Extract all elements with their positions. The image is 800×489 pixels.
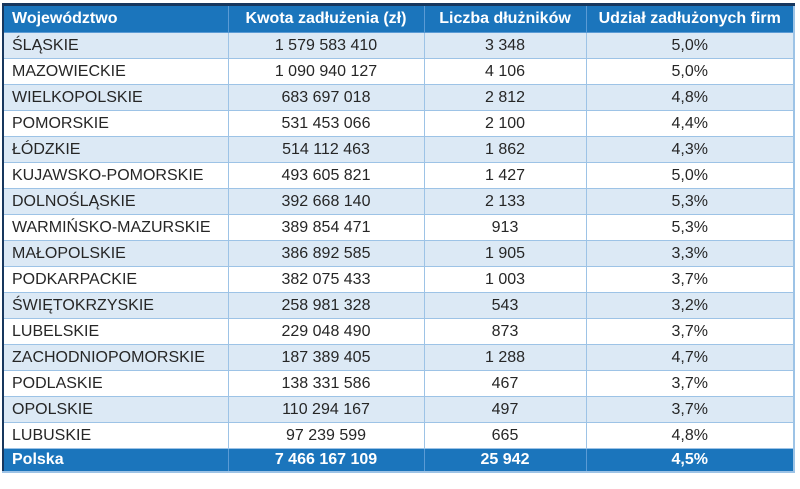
- share-cell: 5,0%: [585, 58, 795, 85]
- debt-cell: 1 579 583 410: [227, 32, 425, 59]
- region-cell: MAZOWIECKIE: [2, 58, 229, 85]
- debt-cell: 1 090 940 127: [227, 58, 425, 85]
- debtors-cell: 665: [423, 422, 587, 449]
- debtors-cell: 2 133: [423, 188, 587, 215]
- debtors-cell: 913: [423, 214, 587, 241]
- table-row: ŚLĄSKIE 1 579 583 410 3 348 5,0%: [2, 32, 795, 59]
- region-cell: WARMIŃSKO-MAZURSKIE: [2, 214, 229, 241]
- total-debt-cell: 7 466 167 109: [227, 448, 425, 472]
- region-cell: DOLNOŚLĄSKIE: [2, 188, 229, 215]
- region-cell: OPOLSKIE: [2, 396, 229, 423]
- table-row: OPOLSKIE 110 294 167 497 3,7%: [2, 396, 795, 423]
- table-footer: Polska 7 466 167 109 25 942 4,5%: [2, 448, 795, 472]
- share-cell: 4,8%: [585, 84, 795, 111]
- debt-cell: 187 389 405: [227, 344, 425, 371]
- debtors-cell: 543: [423, 292, 587, 319]
- debtors-cell: 2 100: [423, 110, 587, 137]
- region-cell: LUBELSKIE: [2, 318, 229, 345]
- debt-cell: 229 048 490: [227, 318, 425, 345]
- debtors-cell: 1 862: [423, 136, 587, 163]
- table-row: ŚWIĘTOKRZYSKIE 258 981 328 543 3,2%: [2, 292, 795, 319]
- table-row: ŁÓDZKIE 514 112 463 1 862 4,3%: [2, 136, 795, 163]
- region-cell: ŚLĄSKIE: [2, 32, 229, 59]
- debtors-cell: 1 905: [423, 240, 587, 267]
- region-cell: PODLASKIE: [2, 370, 229, 397]
- total-region-cell: Polska: [2, 448, 229, 472]
- debt-cell: 531 453 066: [227, 110, 425, 137]
- region-cell: ZACHODNIOPOMORSKIE: [2, 344, 229, 371]
- column-header-kwota-zadluzenia: Kwota zadłużenia (zł): [227, 4, 425, 33]
- debt-cell: 110 294 167: [227, 396, 425, 423]
- column-header-wojewodztwo: Województwo: [2, 4, 229, 33]
- table-row: PODLASKIE 138 331 586 467 3,7%: [2, 370, 795, 397]
- debt-cell: 514 112 463: [227, 136, 425, 163]
- share-cell: 3,7%: [585, 318, 795, 345]
- share-cell: 3,7%: [585, 370, 795, 397]
- debtors-cell: 1 003: [423, 266, 587, 293]
- table-row: DOLNOŚLĄSKIE 392 668 140 2 133 5,3%: [2, 188, 795, 215]
- table-body: ŚLĄSKIE 1 579 583 410 3 348 5,0% MAZOWIE…: [2, 32, 795, 449]
- table-row: ZACHODNIOPOMORSKIE 187 389 405 1 288 4,7…: [2, 344, 795, 371]
- table-header: Województwo Kwota zadłużenia (zł) Liczba…: [2, 4, 795, 33]
- debt-cell: 382 075 433: [227, 266, 425, 293]
- debtors-cell: 3 348: [423, 32, 587, 59]
- share-cell: 5,3%: [585, 214, 795, 241]
- region-cell: ŁÓDZKIE: [2, 136, 229, 163]
- debt-cell: 138 331 586: [227, 370, 425, 397]
- total-debtors-cell: 25 942: [423, 448, 587, 472]
- share-cell: 3,2%: [585, 292, 795, 319]
- region-cell: KUJAWSKO-POMORSKIE: [2, 162, 229, 189]
- region-cell: MAŁOPOLSKIE: [2, 240, 229, 267]
- debt-cell: 493 605 821: [227, 162, 425, 189]
- share-cell: 3,3%: [585, 240, 795, 267]
- table-row: KUJAWSKO-POMORSKIE 493 605 821 1 427 5,0…: [2, 162, 795, 189]
- share-cell: 4,8%: [585, 422, 795, 449]
- total-share-cell: 4,5%: [585, 448, 795, 472]
- debtors-cell: 1 427: [423, 162, 587, 189]
- debtors-cell: 873: [423, 318, 587, 345]
- share-cell: 5,0%: [585, 162, 795, 189]
- debtors-cell: 497: [423, 396, 587, 423]
- region-cell: WIELKOPOLSKIE: [2, 84, 229, 111]
- region-cell: LUBUSKIE: [2, 422, 229, 449]
- share-cell: 3,7%: [585, 266, 795, 293]
- debt-cell: 258 981 328: [227, 292, 425, 319]
- debt-cell: 386 892 585: [227, 240, 425, 267]
- table-row: MAZOWIECKIE 1 090 940 127 4 106 5,0%: [2, 58, 795, 85]
- debtors-cell: 467: [423, 370, 587, 397]
- share-cell: 4,4%: [585, 110, 795, 137]
- total-row: Polska 7 466 167 109 25 942 4,5%: [2, 448, 795, 472]
- table-row: MAŁOPOLSKIE 386 892 585 1 905 3,3%: [2, 240, 795, 267]
- region-cell: POMORSKIE: [2, 110, 229, 137]
- region-cell: ŚWIĘTOKRZYSKIE: [2, 292, 229, 319]
- debt-cell: 97 239 599: [227, 422, 425, 449]
- region-cell: PODKARPACKIE: [2, 266, 229, 293]
- table-row: PODKARPACKIE 382 075 433 1 003 3,7%: [2, 266, 795, 293]
- share-cell: 4,3%: [585, 136, 795, 163]
- regional-debt-table: Województwo Kwota zadłużenia (zł) Liczba…: [2, 3, 795, 473]
- table-row: POMORSKIE 531 453 066 2 100 4,4%: [2, 110, 795, 137]
- debtors-cell: 4 106: [423, 58, 587, 85]
- share-cell: 5,3%: [585, 188, 795, 215]
- debtors-cell: 1 288: [423, 344, 587, 371]
- share-cell: 4,7%: [585, 344, 795, 371]
- column-header-liczba-dluznikow: Liczba dłużników: [423, 4, 587, 33]
- debt-cell: 392 668 140: [227, 188, 425, 215]
- table-row: LUBELSKIE 229 048 490 873 3,7%: [2, 318, 795, 345]
- column-header-udzial-zadluzonych: Udział zadłużonych firm: [585, 4, 795, 33]
- debtors-cell: 2 812: [423, 84, 587, 111]
- header-row: Województwo Kwota zadłużenia (zł) Liczba…: [2, 4, 795, 33]
- table-row: LUBUSKIE 97 239 599 665 4,8%: [2, 422, 795, 449]
- share-cell: 5,0%: [585, 32, 795, 59]
- table-row: WIELKOPOLSKIE 683 697 018 2 812 4,8%: [2, 84, 795, 111]
- debt-cell: 389 854 471: [227, 214, 425, 241]
- debt-cell: 683 697 018: [227, 84, 425, 111]
- table-row: WARMIŃSKO-MAZURSKIE 389 854 471 913 5,3%: [2, 214, 795, 241]
- share-cell: 3,7%: [585, 396, 795, 423]
